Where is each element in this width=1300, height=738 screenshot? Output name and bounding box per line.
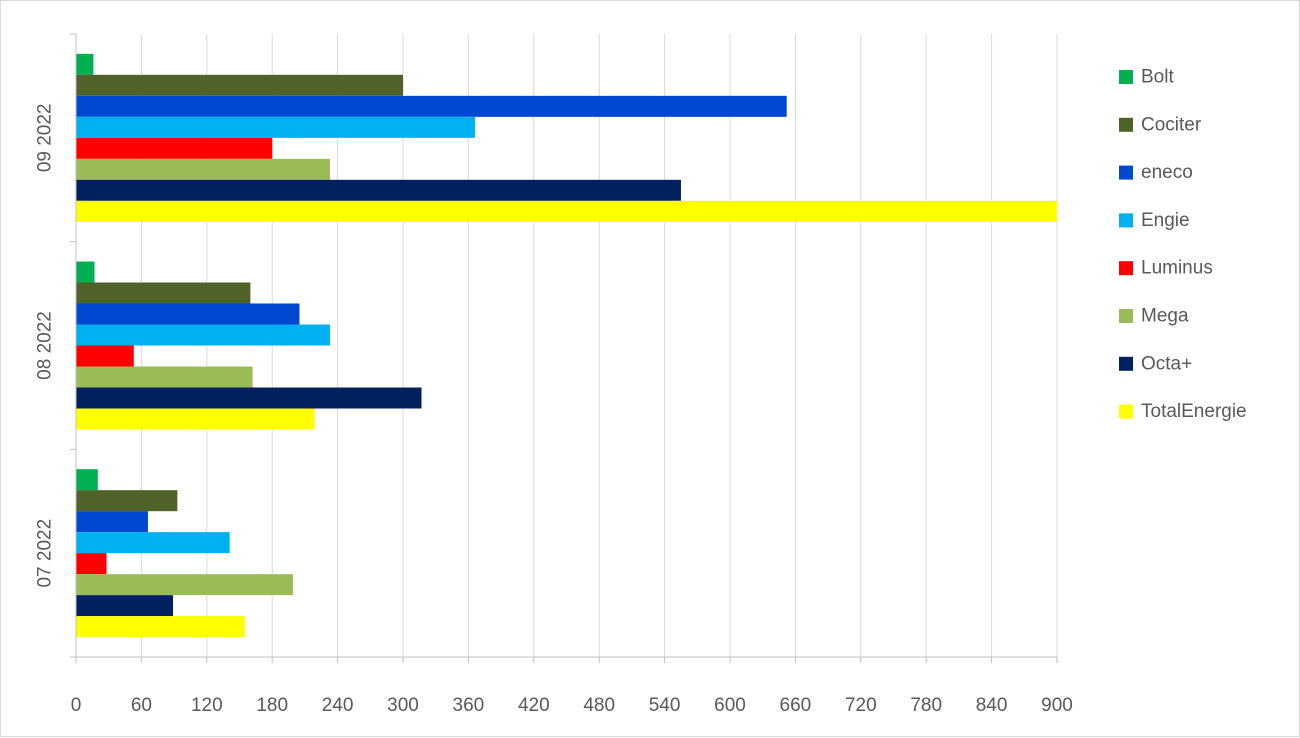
legend-swatch-engie bbox=[1119, 213, 1133, 228]
bar-engie-09-2022 bbox=[76, 116, 475, 138]
legend-label: Bolt bbox=[1141, 67, 1174, 88]
bar-totalenergie-09-2022 bbox=[76, 200, 1057, 222]
bar-luminus-07-2022 bbox=[76, 553, 107, 575]
bar-bolt-08-2022 bbox=[76, 261, 95, 283]
bar-bolt-07-2022 bbox=[76, 469, 98, 491]
x-tick-label: 120 bbox=[191, 695, 223, 716]
bar-cociter-08-2022 bbox=[76, 282, 251, 304]
bar-octa--07-2022 bbox=[76, 595, 174, 617]
bar-eneco-08-2022 bbox=[76, 303, 300, 325]
legend-swatch-octa- bbox=[1119, 356, 1133, 371]
bar-cociter-09-2022 bbox=[76, 74, 403, 96]
x-tick-label: 660 bbox=[780, 695, 812, 716]
x-tick-label: 360 bbox=[453, 695, 485, 716]
category-label: 07 2022 bbox=[35, 519, 56, 588]
bar-mega-07-2022 bbox=[76, 574, 293, 596]
category-label: 08 2022 bbox=[35, 311, 56, 380]
x-tick-label: 600 bbox=[714, 695, 746, 716]
legend-swatch-luminus bbox=[1119, 261, 1133, 276]
legend-swatch-cociter bbox=[1119, 117, 1133, 132]
legend-label: Mega bbox=[1141, 306, 1189, 327]
x-tick-label: 840 bbox=[976, 695, 1008, 716]
bar-bolt-09-2022 bbox=[76, 53, 94, 75]
category-label: 09 2022 bbox=[35, 103, 56, 172]
bar-octa--08-2022 bbox=[76, 387, 422, 409]
bar-totalenergie-07-2022 bbox=[76, 616, 245, 638]
bar-luminus-08-2022 bbox=[76, 345, 134, 367]
x-tick-label: 900 bbox=[1041, 695, 1073, 716]
x-tick-label: 420 bbox=[518, 695, 550, 716]
legend-label: Engie bbox=[1141, 210, 1190, 231]
legend-swatch-totalenergie bbox=[1119, 404, 1133, 419]
bars bbox=[76, 53, 1057, 638]
bar-totalenergie-08-2022 bbox=[76, 408, 315, 430]
x-tick-label: 720 bbox=[845, 695, 877, 716]
bar-eneco-07-2022 bbox=[76, 511, 148, 533]
axes: 07 2022 08 2022 09 2022 0 60 120 180 240 300 360 4… bbox=[35, 33, 1073, 716]
bar-engie-08-2022 bbox=[76, 324, 330, 346]
legend-label: TotalEnergie bbox=[1141, 401, 1247, 422]
bar-octa--09-2022 bbox=[76, 179, 681, 201]
bar-mega-08-2022 bbox=[76, 366, 253, 388]
x-tick-label: 0 bbox=[71, 695, 82, 716]
x-tick-label: 240 bbox=[322, 695, 354, 716]
legend: Bolt Cociter eneco Engie Luminus Mega Octa+ Tot… bbox=[1119, 67, 1247, 422]
x-tick-label: 540 bbox=[649, 695, 681, 716]
bar-engie-07-2022 bbox=[76, 532, 230, 554]
legend-label: Octa+ bbox=[1141, 353, 1192, 374]
x-tick-label: 60 bbox=[131, 695, 152, 716]
x-tick-label: 180 bbox=[256, 695, 288, 716]
legend-label: Luminus bbox=[1141, 258, 1213, 279]
bar-eneco-09-2022 bbox=[76, 95, 787, 117]
x-tick-label: 300 bbox=[387, 695, 419, 716]
legend-swatch-eneco bbox=[1119, 165, 1133, 180]
x-tick-label: 480 bbox=[583, 695, 615, 716]
bar-luminus-09-2022 bbox=[76, 137, 273, 159]
legend-swatch-mega bbox=[1119, 309, 1133, 323]
legend-label: Cociter bbox=[1141, 114, 1202, 135]
x-tick-label: 780 bbox=[910, 695, 942, 716]
bar-cociter-07-2022 bbox=[76, 490, 178, 512]
bar-mega-09-2022 bbox=[76, 158, 330, 180]
legend-label: eneco bbox=[1141, 162, 1193, 183]
legend-swatch-bolt bbox=[1119, 70, 1133, 84]
